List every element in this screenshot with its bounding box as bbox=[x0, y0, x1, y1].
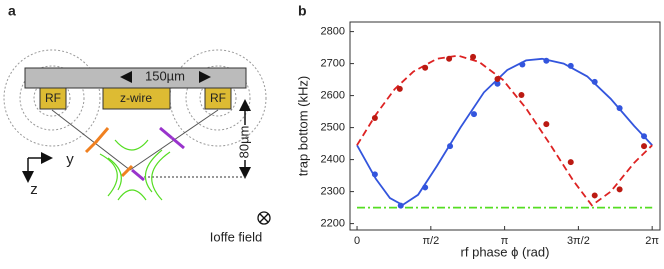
panel-label: a bbox=[8, 3, 16, 19]
fit-line bbox=[356, 54, 653, 207]
rf-wire bbox=[204, 87, 232, 110]
data-point bbox=[447, 143, 454, 150]
chip-bar bbox=[24, 67, 247, 89]
data-point bbox=[543, 57, 550, 64]
data-point bbox=[494, 75, 501, 82]
data-point bbox=[470, 53, 477, 60]
panel-label: b bbox=[298, 3, 307, 19]
rf-wire bbox=[39, 87, 67, 110]
field-arrows bbox=[84, 126, 185, 182]
x-tick-label: π bbox=[501, 235, 509, 247]
y-tick-label: 2800 bbox=[321, 26, 345, 38]
data-point bbox=[422, 184, 429, 191]
data-point bbox=[543, 121, 550, 128]
data-point bbox=[616, 105, 623, 112]
y-axis-label: trap bottom (kHz) bbox=[295, 76, 310, 176]
data-point bbox=[397, 202, 404, 209]
y-tick-label: 2300 bbox=[321, 186, 345, 198]
field-lines bbox=[99, 139, 171, 201]
data-point bbox=[396, 85, 403, 92]
x-axis-label: rf phase ϕ (rad) bbox=[461, 244, 550, 259]
y-tick-label: 2500 bbox=[321, 122, 345, 134]
label: y bbox=[66, 151, 74, 168]
label: RF bbox=[45, 91, 61, 105]
data-point bbox=[567, 159, 574, 166]
data-point bbox=[641, 143, 648, 150]
plot-frame bbox=[349, 21, 661, 231]
chart: 2200 2300 2400 2500 2600 2700 2800 0 π/2 π 3π/2 2π t… bbox=[295, 21, 661, 259]
data-point bbox=[616, 186, 623, 193]
data-point bbox=[371, 115, 378, 121]
label: 80µm bbox=[236, 126, 251, 159]
z-wire bbox=[102, 87, 171, 110]
ioffe-symbol bbox=[257, 211, 271, 225]
data-point bbox=[519, 61, 526, 68]
x-tick-label: 3π/2 bbox=[567, 235, 590, 247]
label: 150µm bbox=[145, 68, 185, 83]
x-tick-label: 2π bbox=[645, 235, 659, 247]
x-tick-label: π/2 bbox=[422, 235, 439, 247]
y-tick-label: 2600 bbox=[321, 90, 345, 102]
data-point bbox=[591, 192, 598, 199]
diagram bbox=[3, 49, 267, 147]
data-point bbox=[567, 62, 574, 69]
x-tick-label: 0 bbox=[354, 235, 360, 247]
y-tick-label: 2700 bbox=[321, 58, 345, 70]
fit-line bbox=[356, 57, 653, 207]
data-point bbox=[494, 80, 501, 87]
y-tick-label: 2400 bbox=[321, 154, 345, 166]
data-point bbox=[371, 171, 378, 178]
guide bbox=[51, 109, 131, 171]
data-point bbox=[641, 133, 648, 140]
data-point bbox=[446, 55, 453, 62]
data-point bbox=[591, 78, 598, 85]
label: z bbox=[30, 181, 38, 198]
data-point bbox=[518, 91, 525, 98]
y-tick-label: 2200 bbox=[321, 218, 345, 230]
label: z-wire bbox=[120, 91, 152, 105]
label: Ioffe field bbox=[210, 229, 263, 244]
data-point bbox=[471, 111, 477, 118]
label: RF bbox=[210, 91, 226, 105]
data-point bbox=[422, 64, 429, 71]
